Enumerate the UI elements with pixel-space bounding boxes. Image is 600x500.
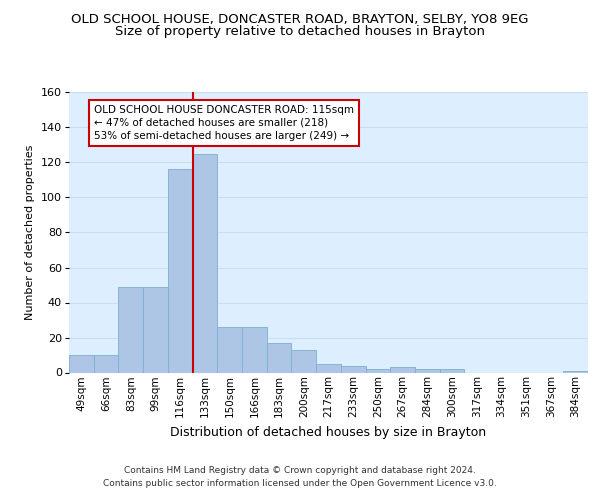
Bar <box>365 369 390 372</box>
Text: Size of property relative to detached houses in Brayton: Size of property relative to detached ho… <box>115 25 485 38</box>
Y-axis label: Number of detached properties: Number of detached properties <box>25 145 35 320</box>
Text: Contains HM Land Registry data © Crown copyright and database right 2024.
Contai: Contains HM Land Registry data © Crown c… <box>103 466 497 487</box>
Bar <box>143 286 168 372</box>
Bar <box>390 367 415 372</box>
Bar <box>193 154 217 372</box>
X-axis label: Distribution of detached houses by size in Brayton: Distribution of detached houses by size … <box>170 426 487 438</box>
Bar <box>168 170 193 372</box>
Bar <box>440 369 464 372</box>
Bar <box>69 355 94 372</box>
Bar <box>242 327 267 372</box>
Bar <box>118 286 143 372</box>
Bar <box>267 343 292 372</box>
Bar <box>563 371 588 372</box>
Bar <box>415 369 440 372</box>
Bar <box>341 366 365 372</box>
Text: OLD SCHOOL HOUSE DONCASTER ROAD: 115sqm
← 47% of detached houses are smaller (21: OLD SCHOOL HOUSE DONCASTER ROAD: 115sqm … <box>94 104 354 141</box>
Bar <box>292 350 316 372</box>
Text: OLD SCHOOL HOUSE, DONCASTER ROAD, BRAYTON, SELBY, YO8 9EG: OLD SCHOOL HOUSE, DONCASTER ROAD, BRAYTO… <box>71 12 529 26</box>
Bar <box>94 355 118 372</box>
Bar <box>217 327 242 372</box>
Bar <box>316 364 341 372</box>
